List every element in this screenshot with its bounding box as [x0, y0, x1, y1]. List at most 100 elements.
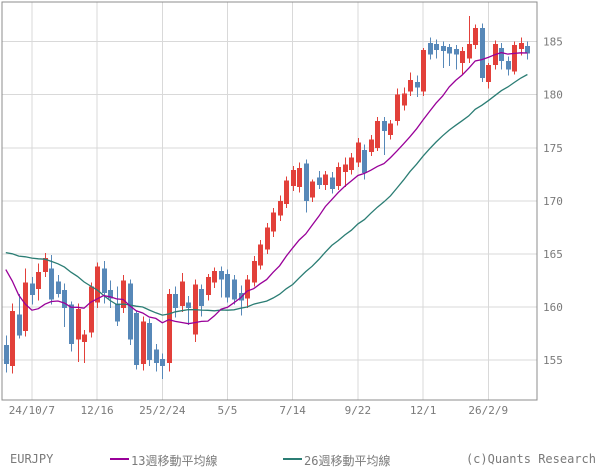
candle-body-up — [297, 167, 302, 188]
candle-body-down — [362, 149, 367, 174]
candle-body-up — [343, 164, 348, 173]
candle-body-down — [232, 279, 237, 300]
candle-body-up — [23, 282, 28, 332]
candlestick-series — [4, 16, 530, 379]
candle-body-up — [375, 121, 380, 148]
candle-body-down — [102, 268, 107, 294]
candle-body-down — [382, 121, 387, 131]
candle-body-down — [428, 42, 433, 55]
candle-body-down — [480, 27, 485, 78]
candle-body-down — [199, 288, 204, 306]
copyright-label: (c)Quants Research — [465, 452, 596, 466]
candle-body-down — [30, 283, 35, 296]
ma13-line-swatch — [110, 458, 129, 460]
y-axis-tick-label: 180 — [543, 89, 563, 102]
x-axis-tick-label: 12/1 — [410, 404, 437, 417]
candle-body-up — [284, 180, 289, 204]
candle-body-down — [415, 82, 420, 88]
candle-body-up — [258, 244, 263, 266]
candle-body-down — [173, 294, 178, 308]
candle-body-down — [317, 177, 322, 185]
candle-body-up — [395, 94, 400, 122]
candle-body-down — [4, 345, 9, 365]
candle-body-up — [76, 308, 81, 340]
candle-body-down — [49, 268, 54, 300]
candle-body-down — [108, 289, 113, 299]
candle-body-down — [17, 314, 22, 336]
candle-body-down — [434, 43, 439, 51]
candle-body-up — [265, 227, 270, 250]
candle-body-up — [349, 157, 354, 171]
candle-body-down — [128, 283, 133, 340]
ma-13-polyline — [5, 51, 528, 325]
x-axis-tick-label: 24/10/7 — [9, 404, 55, 417]
candle-body-up — [121, 280, 126, 308]
ma13-legend-label: 13週移動平均線 — [131, 454, 218, 468]
candle-body-down — [225, 273, 230, 298]
candle-body-up — [180, 281, 185, 306]
candle-body-up — [310, 181, 315, 198]
candle-body-down — [219, 270, 224, 280]
candle-body-up — [512, 44, 517, 72]
candle-body-up — [369, 139, 374, 153]
candle-body-up — [89, 286, 94, 333]
x-axis-tick-label: 26/2/9 — [468, 404, 508, 417]
x-axis-tick-label: 9/22 — [345, 404, 372, 417]
candle-body-down — [454, 49, 459, 55]
candle-body-up — [82, 334, 87, 342]
candle-body-up — [336, 166, 341, 186]
ma-26-polyline — [5, 73, 528, 316]
chart-legend: EURJPY 13週移動平均線 26週移動平均線 (c)Quants Resea… — [0, 440, 600, 475]
candle-body-up — [95, 266, 100, 303]
y-axis-tick-label: 185 — [543, 36, 563, 49]
candle-body-up — [291, 170, 296, 186]
x-axis-tick-label: 5/5 — [218, 404, 238, 417]
candle-body-up — [486, 65, 491, 83]
candle-body-down — [154, 349, 159, 364]
y-axis-tick-label: 165 — [543, 248, 563, 261]
x-axis-tick-label: 7/14 — [279, 404, 306, 417]
price-chart-canvas: 185 180 175 170 165 160 155 24/10/7 12/16 25/2/2… — [1, 1, 563, 417]
x-axis-tick-label: 25/2/24 — [139, 404, 186, 417]
candle-body-down — [147, 322, 152, 360]
candle-body-down — [56, 281, 61, 295]
candle-body-down — [134, 313, 139, 366]
y-axis-tick-label: 160 — [543, 301, 563, 314]
candle-body-up — [43, 258, 48, 272]
candle-body-down — [441, 45, 446, 52]
candle-body-up — [141, 321, 146, 365]
candle-body-down — [525, 45, 530, 54]
candle-body-up — [10, 311, 15, 367]
candle-body-up — [245, 279, 250, 299]
candle-body-up — [206, 277, 211, 296]
candle-body-down — [160, 358, 165, 367]
ma-26-week-line — [5, 73, 528, 316]
candle-body-up — [519, 42, 524, 50]
candle-body-up — [36, 271, 41, 289]
chart-frame — [1, 1, 538, 401]
candle-body-up — [421, 50, 426, 92]
candle-body-up — [388, 123, 393, 136]
y-axis-tick-label: 175 — [543, 142, 563, 155]
symbol-label: EURJPY — [10, 452, 54, 466]
candle-body-down — [330, 177, 335, 190]
candle-body-down — [115, 303, 120, 322]
ma26-line-swatch — [283, 458, 302, 460]
candle-body-up — [473, 27, 478, 45]
plot-frame — [1, 1, 538, 401]
ma-13-week-line — [5, 51, 528, 325]
x-axis-tick-label: 12/16 — [81, 404, 114, 417]
candle-body-up — [212, 270, 217, 283]
candle-body-up — [356, 142, 361, 163]
candle-body-down — [304, 163, 309, 201]
candle-body-up — [278, 200, 283, 216]
y-axis-labels: 185 180 175 170 165 160 155 — [543, 36, 563, 367]
candle-body-up — [323, 174, 328, 185]
chart-plot-area: 185 180 175 170 165 160 155 24/10/7 12/16 25/2/2… — [1, 1, 563, 417]
candle-body-up — [402, 93, 407, 106]
candle-body-down — [69, 304, 74, 344]
candle-body-up — [460, 51, 465, 63]
candle-body-down — [186, 302, 191, 308]
y-axis-tick-label: 155 — [543, 354, 563, 367]
